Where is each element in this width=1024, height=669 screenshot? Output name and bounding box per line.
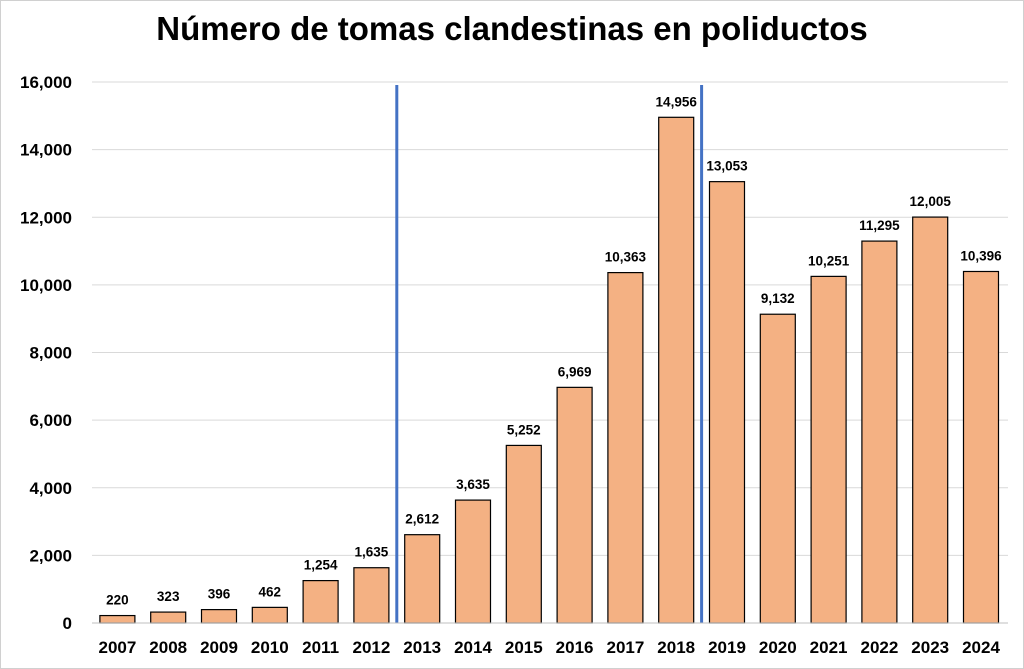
data-label-2019: 13,053	[706, 159, 748, 174]
bar-2015	[505, 444, 542, 624]
data-label-2011: 1,254	[304, 558, 338, 573]
x-tick-label: 2018	[657, 638, 695, 657]
bar-2013	[404, 534, 441, 624]
y-tick-label: 8,000	[29, 344, 72, 363]
bar-2012	[353, 567, 390, 624]
bar-2016	[556, 386, 593, 624]
y-tick-label: 4,000	[29, 479, 72, 498]
y-tick-label: 16,000	[20, 73, 72, 92]
x-tick-label: 2015	[505, 638, 543, 657]
y-tick-label: 14,000	[20, 141, 72, 160]
data-label-2010: 462	[259, 584, 282, 599]
x-tick-label: 2009	[200, 638, 238, 657]
x-tick-label: 2011	[302, 638, 339, 657]
x-tick-label: 2022	[860, 638, 898, 657]
bar-2007	[99, 614, 136, 624]
bar-2017	[607, 272, 644, 624]
x-tick-label: 2020	[759, 638, 797, 657]
data-label-2023: 12,005	[910, 194, 952, 209]
bar-2014	[454, 499, 492, 624]
x-tick-label: 2021	[810, 638, 848, 657]
bar-2010	[251, 606, 288, 624]
y-tick-label: 2,000	[29, 546, 72, 565]
bar-2022	[861, 240, 898, 624]
data-label-2018: 14,956	[656, 94, 698, 109]
x-tick-label: 2019	[708, 638, 746, 657]
data-label-2007: 220	[106, 593, 129, 608]
data-label-2021: 10,251	[808, 253, 850, 268]
x-tick-label: 2008	[149, 638, 187, 657]
data-label-2024: 10,396	[960, 248, 1002, 263]
data-label-2020: 9,132	[761, 291, 795, 306]
bar-2020	[759, 313, 796, 624]
data-label-2008: 323	[157, 589, 180, 604]
data-label-2009: 396	[208, 587, 231, 602]
x-tick-label: 2017	[606, 638, 644, 657]
data-label-2014: 3,635	[456, 477, 490, 492]
x-tick-label: 2023	[911, 638, 949, 657]
bar-2024	[962, 270, 1000, 624]
x-tick-label: 2024	[962, 638, 1000, 657]
bar-2021	[810, 275, 847, 624]
y-axis: 0 2,000 4,000 6,000 8,000 10,000 12,000 14,000 1…	[20, 73, 72, 633]
vertical-markers	[395, 85, 704, 623]
data-label-2012: 1,635	[355, 545, 389, 560]
bar-2019	[708, 181, 746, 624]
y-tick-label: 6,000	[29, 411, 72, 430]
bar-2023	[912, 216, 949, 624]
data-label-2015: 5,252	[507, 422, 541, 437]
y-tick-label: 12,000	[20, 208, 72, 227]
x-tick-label: 2007	[98, 638, 136, 657]
bar-2011	[302, 579, 339, 624]
y-tick-label: 0	[63, 614, 72, 633]
data-label-2013: 2,612	[405, 512, 439, 527]
x-axis: 2007 2008 2009 2010 2011 2012 2013 2014 2015 2016…	[92, 622, 1008, 657]
data-label-2017: 10,363	[605, 250, 647, 265]
x-tick-label: 2014	[454, 638, 492, 657]
bar-2009	[200, 609, 238, 624]
data-labels: 220 323 396 462 1,254 1,635 2,612 3,635 5,252 6,9…	[106, 94, 1002, 607]
bar-2018	[658, 116, 695, 624]
x-tick-label: 2013	[403, 638, 441, 657]
chart-title: Número de tomas clandestinas en poliduct…	[156, 10, 868, 47]
data-label-2022: 11,295	[859, 218, 900, 233]
data-label-2016: 6,969	[558, 364, 592, 379]
x-tick-label: 2012	[352, 638, 390, 657]
y-tick-label: 10,000	[20, 276, 72, 295]
x-tick-label: 2010	[251, 638, 289, 657]
bars	[99, 116, 1000, 624]
x-tick-label: 2016	[556, 638, 594, 657]
gridlines	[92, 81, 1008, 624]
bar-2008	[150, 611, 187, 624]
